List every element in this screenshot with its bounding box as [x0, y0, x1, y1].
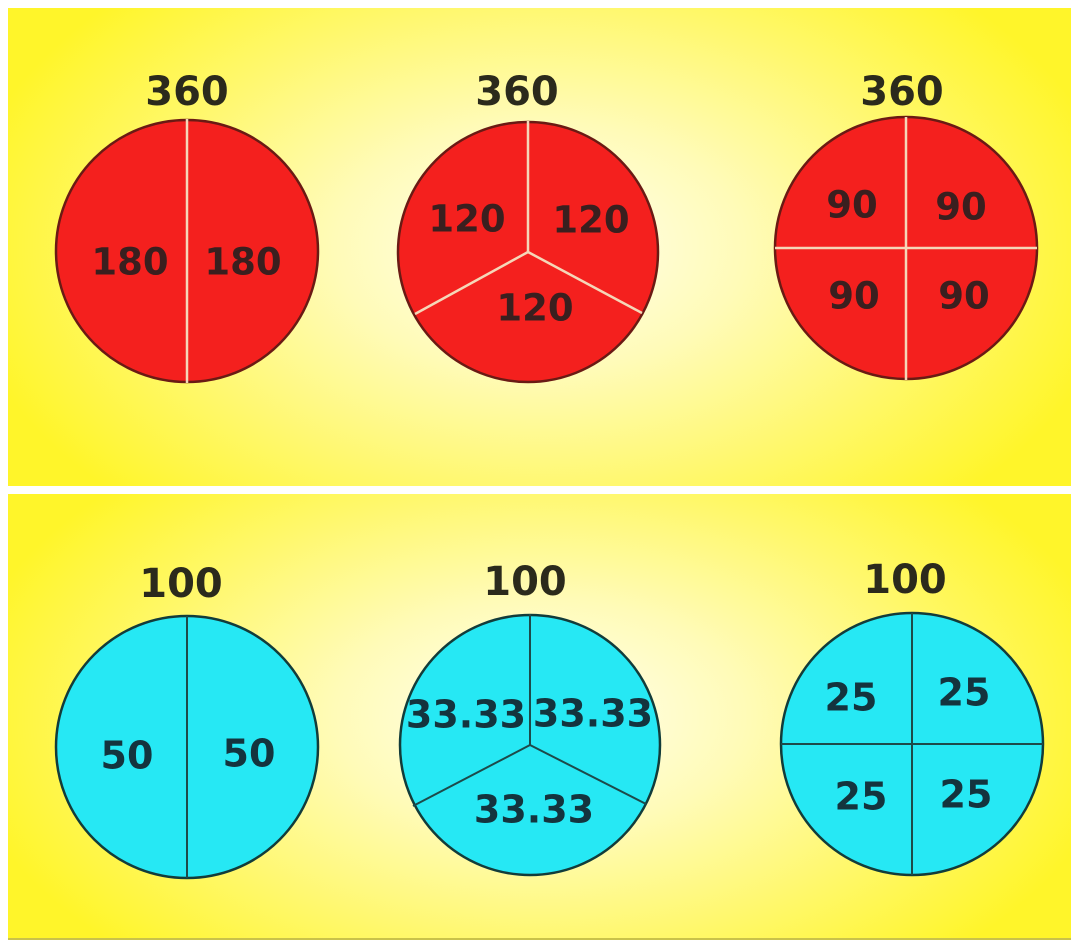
percent-panel: 100 50 50 100 33.33 33.33 33.33 100 25 2…: [8, 494, 1071, 940]
pie-divider: [527, 250, 643, 315]
pie-total-label: 100: [863, 557, 947, 603]
slice-label: 50: [101, 734, 154, 778]
slice-label: 33.33: [533, 692, 653, 736]
pie-100-quarters: 100 25 25 25 25: [779, 557, 1045, 877]
pie-100-thirds: 100 33.33 33.33 33.33: [398, 559, 662, 877]
slice-label: 25: [940, 773, 993, 817]
pie-divider: [529, 744, 647, 805]
pie-total-label: 360: [860, 69, 944, 115]
slice-label: 90: [935, 186, 987, 229]
slice-label: 25: [825, 676, 878, 720]
pie-100-halves: 100 50 50: [54, 561, 320, 880]
degrees-panel: 360 180 180 360 120 120 120 360 90 90 90: [8, 8, 1071, 486]
slice-label: 120: [496, 287, 573, 330]
percent-pies: 100 50 50 100 33.33 33.33 33.33 100 25 2…: [54, 557, 1045, 880]
pie-360-halves: 360 180 180: [54, 69, 320, 384]
pie-total-label: 360: [145, 69, 229, 115]
slice-label: 90: [938, 275, 990, 318]
slice-label: 25: [835, 775, 888, 819]
slice-label: 50: [223, 732, 276, 776]
pie-360-thirds: 360 120 120 120: [396, 69, 660, 384]
slice-label: 120: [552, 199, 629, 242]
slice-label: 90: [828, 275, 880, 318]
degrees-pies: 360 180 180 360 120 120 120 360 90 90 90: [54, 69, 1039, 384]
pie-divider: [412, 744, 531, 807]
pie-divider: [414, 250, 529, 316]
pie-360-quarters: 360 90 90 90 90: [773, 69, 1039, 381]
pie-total-label: 100: [139, 561, 223, 607]
slice-label: 90: [826, 184, 878, 227]
pie-total-label: 360: [475, 69, 559, 115]
slice-label: 180: [204, 241, 281, 284]
slice-label: 180: [91, 241, 168, 284]
pie-total-label: 100: [483, 559, 567, 605]
slice-label: 33.33: [474, 788, 594, 832]
slice-label: 25: [938, 671, 991, 715]
slice-label: 33.33: [406, 693, 526, 737]
slice-label: 120: [428, 198, 505, 241]
